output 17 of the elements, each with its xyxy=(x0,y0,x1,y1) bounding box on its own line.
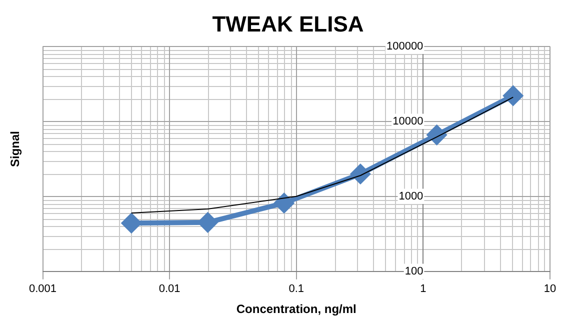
y-tick-label: 10000 xyxy=(392,115,424,128)
x-tick-label: 0.01 xyxy=(158,283,180,296)
y-tick-label: 100000 xyxy=(386,40,424,52)
y-tick-label: 100 xyxy=(404,265,424,278)
y-axis-title: Signal xyxy=(8,131,23,168)
point xyxy=(274,194,294,213)
point xyxy=(504,86,523,106)
y-tick-label: 1000 xyxy=(398,190,424,202)
point xyxy=(350,164,370,184)
point xyxy=(122,214,141,233)
x-axis-title: Concentration, ng/ml xyxy=(236,302,356,316)
x-tick-label: 1 xyxy=(420,283,426,296)
point xyxy=(198,212,218,232)
chart-title: TWEAK ELISA xyxy=(212,11,364,36)
x-tick-label: 0.001 xyxy=(29,283,57,296)
x-tick-label: 0.1 xyxy=(288,283,304,296)
x-tick-label: 10 xyxy=(544,283,556,296)
